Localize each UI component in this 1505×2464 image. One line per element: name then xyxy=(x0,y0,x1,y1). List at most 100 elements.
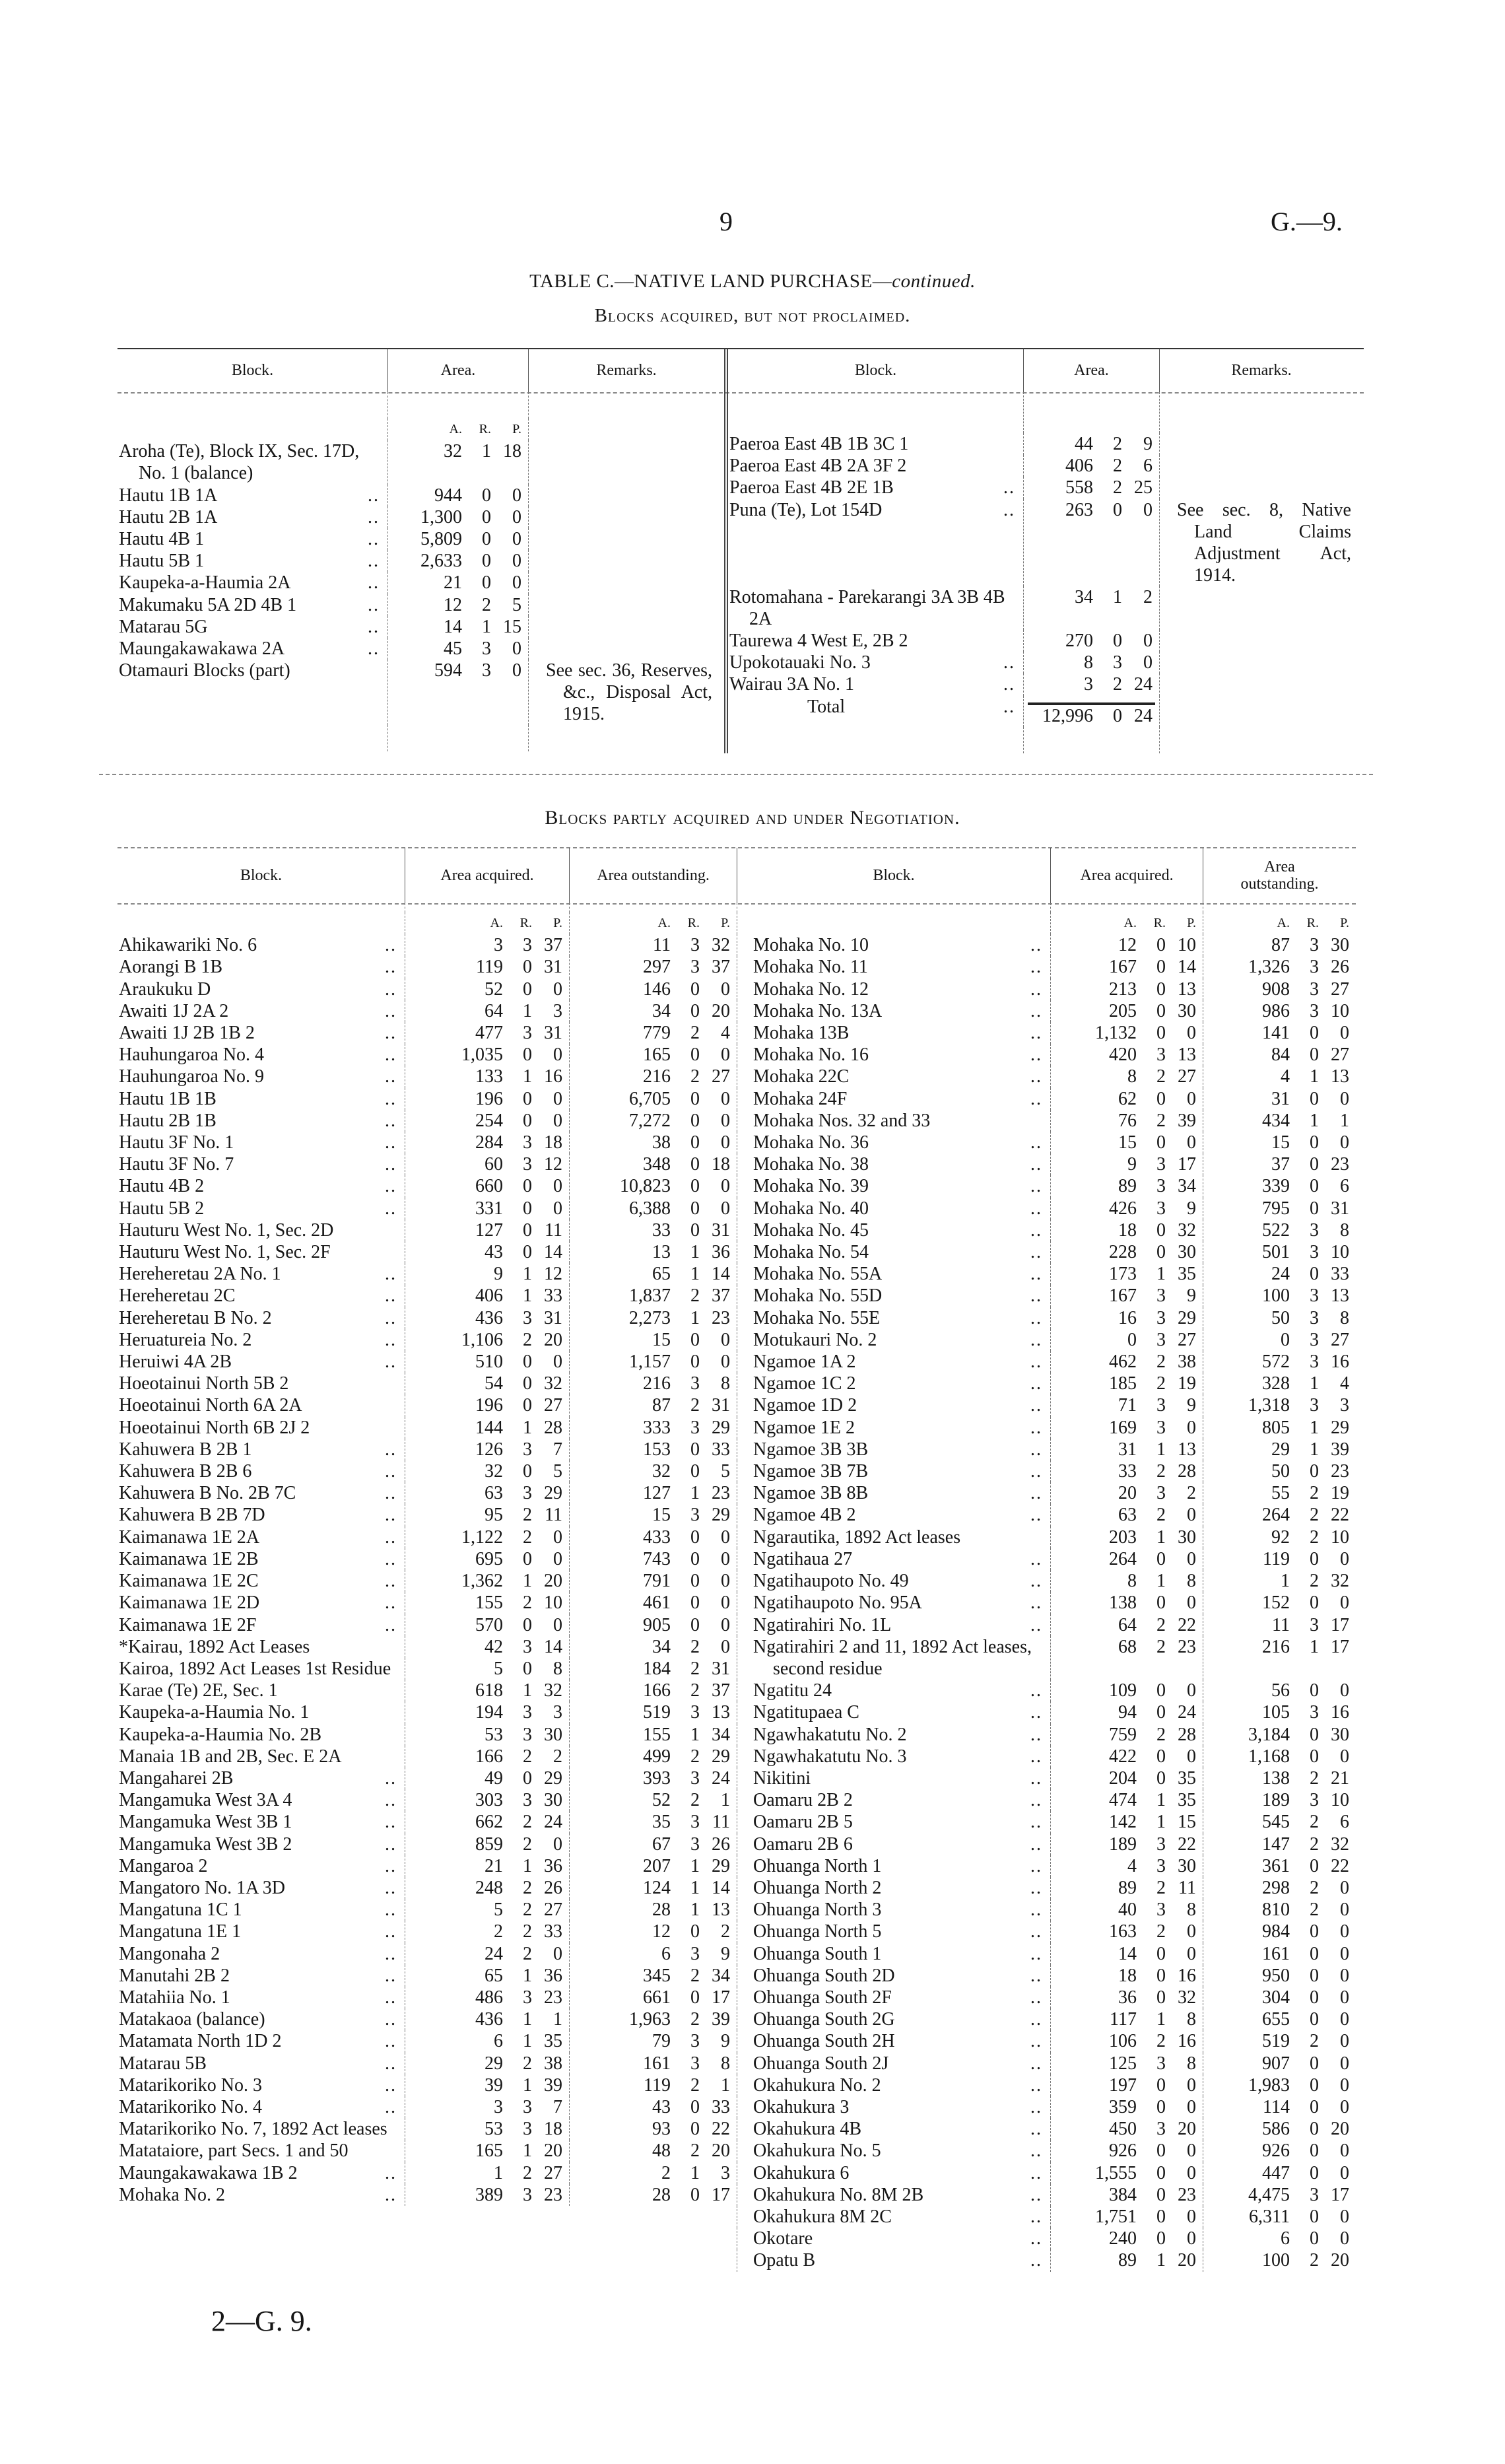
area-outstanding: 35 3 11 xyxy=(569,1811,737,1833)
total-label: Total xyxy=(807,696,846,717)
block-name-cell: Ohuanga South 2D xyxy=(737,1964,1050,1987)
area-outstanding: 908 3 27 xyxy=(1203,978,1356,1000)
area-acquired: 54 0 32 xyxy=(405,1373,569,1395)
area-acquired-roods: 1 xyxy=(1156,2009,1166,2030)
block-name-cell: Hoeotainui North 6B 2J 2 xyxy=(117,1417,405,1439)
area-outstanding-perches: 2 xyxy=(721,1921,730,1942)
area-outstanding: 37 0 23 xyxy=(1203,1153,1356,1176)
block-name: Matarikoriko No. 4 xyxy=(119,2096,262,2117)
area-acquired-roods: 0 xyxy=(1156,1943,1166,1964)
header-row: Block. Area. Remarks. xyxy=(117,349,724,392)
area-outstanding: 1,837 2 37 xyxy=(569,1285,737,1307)
units-label: A. R. P. xyxy=(1050,912,1203,935)
area-outstanding-acres: 15 xyxy=(652,1329,671,1350)
table-row: Ohuanga South 2G1171865500 xyxy=(737,2008,1356,2031)
block-name: Oamaru 2B 5 xyxy=(753,1812,853,1833)
area-roods: 3 xyxy=(482,638,491,660)
area-outstanding: 572 3 16 xyxy=(1203,1351,1356,1373)
area-acquired-perches: 39 xyxy=(1178,1110,1196,1131)
area-acquired-acres: 133 xyxy=(475,1066,503,1087)
table-row: Ohuanga South 1140016100 xyxy=(737,1942,1356,1965)
area-cell: 594 3 0 xyxy=(387,660,528,726)
area-acquired-perches: 0 xyxy=(1187,1921,1196,1942)
area-outstanding-perches: 23 xyxy=(1331,1461,1349,1482)
block-name-cell: Ohuanga South 2G xyxy=(737,2008,1050,2031)
area-acquired-acres: 926 xyxy=(1109,2140,1137,2162)
table-row: Matarau 5G14115 xyxy=(117,615,724,638)
area-acquired: 859 2 0 xyxy=(405,1833,569,1855)
area-outstanding-roods: 3 xyxy=(1310,1329,1319,1350)
area-outstanding-acres: 31 xyxy=(1271,1088,1290,1109)
block-name-cell: Ngamoe 3B 8B xyxy=(737,1482,1050,1505)
area-acquired-acres: 117 xyxy=(1110,2009,1137,2030)
area-outstanding-perches: 0 xyxy=(1340,1132,1349,1153)
area-perches: 25 xyxy=(1134,477,1153,498)
area-acquired: 18 0 16 xyxy=(1050,1964,1203,1987)
area-outstanding-perches: 9 xyxy=(721,1943,730,1964)
area-perches: 0 xyxy=(512,638,521,660)
area-outstanding-roods: 3 xyxy=(690,1812,700,1833)
block-name-cell: Ngamoe 3B 3B xyxy=(737,1438,1050,1460)
area-outstanding: 1,963 2 39 xyxy=(569,2008,737,2031)
area-acquired-roods: 0 xyxy=(1156,1767,1166,1789)
area-outstanding-roods: 0 xyxy=(1310,2162,1319,2183)
block-name-cell: Hoeotainui North 5B 2 xyxy=(117,1373,405,1394)
area-roods: 0 xyxy=(482,485,491,506)
area-acquired: 228 0 30 xyxy=(1050,1241,1203,1264)
area-acquired: 43 0 14 xyxy=(405,1241,569,1264)
area-outstanding-acres: 779 xyxy=(643,1023,671,1044)
area-acquired-perches: 32 xyxy=(1178,1219,1196,1241)
area-acquired-acres: 42 xyxy=(485,1636,503,1657)
area-acquired-acres: 167 xyxy=(1109,1285,1137,1307)
area-outstanding-perches: 4 xyxy=(721,1023,730,1044)
area-acquired-roods: 2 xyxy=(523,1921,532,1942)
area-outstanding-acres: 6,388 xyxy=(629,1198,671,1219)
table-row: Mangonaha 22420639 xyxy=(117,1942,737,1965)
spacer-cell xyxy=(1023,726,1159,753)
block-name: Ohuanga North 3 xyxy=(753,1899,882,1921)
table-row: Mohaka Nos. 32 and 33 76 2 39 434 1 1 xyxy=(737,1109,1356,1132)
area-outstanding-roods: 3 xyxy=(1310,1307,1319,1328)
block-name: Ngawhakatutu No. 3 xyxy=(753,1746,907,1767)
area-acquired-perches: 28 xyxy=(1178,1461,1196,1482)
area-acquired-perches: 7 xyxy=(553,2096,562,2117)
area-acquired-roods: 0 xyxy=(523,1110,532,1131)
area-acquired-perches: 0 xyxy=(553,1176,562,1197)
area-acres: 1,300 xyxy=(420,506,462,528)
area-outstanding: 4 1 13 xyxy=(1203,1066,1356,1088)
area-outstanding-roods: 0 xyxy=(690,1921,700,1942)
area-outstanding: 155 1 34 xyxy=(569,1723,737,1746)
area-outstanding-acres: 586 xyxy=(1262,2119,1290,2140)
block-name: Ngarautika, 1892 Act leases xyxy=(753,1526,961,1548)
header-row: Block. Area acquired. Area outstanding. xyxy=(117,848,737,903)
area-acquired-perches: 22 xyxy=(1178,1833,1196,1855)
area-acquired-perches: 1 xyxy=(553,2009,562,2030)
area-outstanding-roods: 3 xyxy=(690,957,700,978)
area-outstanding-roods: 0 xyxy=(1310,1264,1319,1285)
block-name-cell: Puna (Te), Lot 154D xyxy=(728,499,1023,586)
area-outstanding-roods: 2 xyxy=(1310,1899,1319,1921)
area-roods: 3 xyxy=(482,660,491,681)
area-acquired-acres: 660 xyxy=(475,1176,503,1197)
area-acquired: 68 2 23 xyxy=(1050,1635,1203,1680)
area-outstanding-acres: 15 xyxy=(1271,1132,1290,1153)
area-acquired-perches: 27 xyxy=(544,2162,562,2183)
block-name: Kahuwera B 2B 7D xyxy=(119,1505,265,1526)
area-outstanding-roods: 0 xyxy=(690,1439,700,1460)
area-acquired-acres: 166 xyxy=(475,1746,503,1767)
area-outstanding-acres: 805 xyxy=(1262,1417,1290,1438)
block-name: *Kairau, 1892 Act Leases xyxy=(119,1636,310,1657)
block-name-cell: Mohaka No. 55E xyxy=(737,1307,1050,1329)
area-outstanding-perches: 39 xyxy=(1331,1439,1349,1460)
block-name: Ohuanga South 2H xyxy=(753,2031,895,2052)
area-outstanding-perches: 22 xyxy=(1331,1505,1349,1526)
area-outstanding-acres: 7,272 xyxy=(629,1110,671,1131)
table-row: Mangamuka West 3B 166222435311 xyxy=(117,1811,737,1833)
block-name-cell: Mohaka 24F xyxy=(737,1087,1050,1110)
area-outstanding-roods: 0 xyxy=(1310,1198,1319,1219)
area-outstanding: 216 1 17 xyxy=(1203,1635,1356,1680)
block-name-cell: Mangatuna 1C 1 xyxy=(117,1899,405,1921)
